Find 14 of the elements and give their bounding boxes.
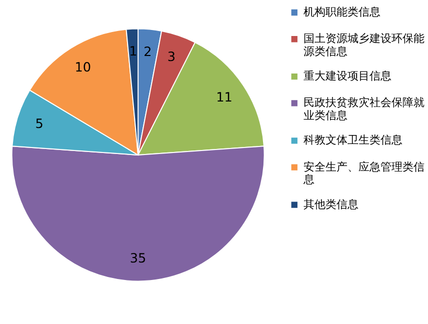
data-label: 35 bbox=[130, 251, 146, 266]
data-label: 3 bbox=[167, 50, 176, 65]
data-label: 2 bbox=[144, 44, 152, 60]
data-label: 1 bbox=[129, 44, 138, 60]
legend-label: 国土资源城乡建设环保能源类信息 bbox=[304, 32, 425, 58]
legend-label: 其他类信息 bbox=[304, 198, 359, 211]
legend-label: 安全生产、应急管理类信息 bbox=[302, 160, 425, 186]
legend-label: 民政扶贫救灾社会保障就业类信息 bbox=[304, 96, 425, 122]
legend-label: 机构职能类信息 bbox=[304, 5, 381, 18]
data-label: 5 bbox=[35, 116, 44, 132]
legend-label: 重大建设项目信息 bbox=[304, 70, 392, 83]
data-label: 11 bbox=[216, 90, 232, 106]
data-label: 10 bbox=[74, 60, 92, 76]
legend-label: 科教文体卫生类信息 bbox=[304, 134, 403, 147]
